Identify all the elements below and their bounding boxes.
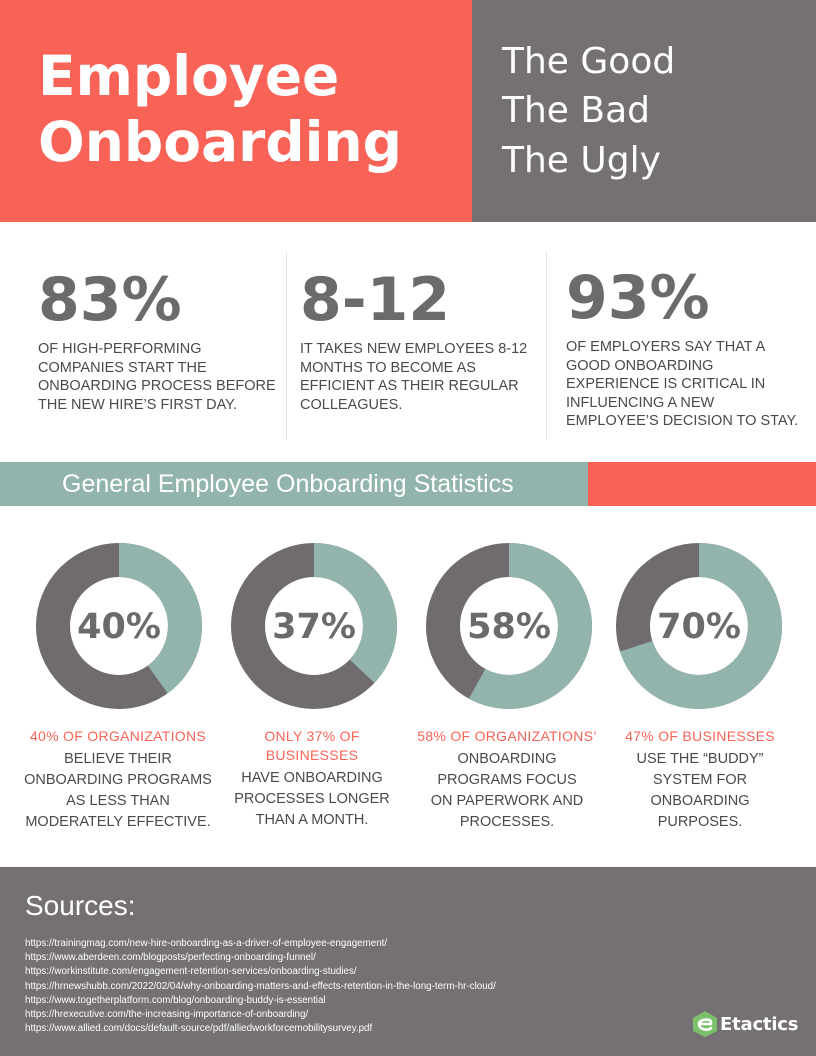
stat-divider [286,252,287,440]
donut-label: 58% [467,607,551,647]
source-link[interactable]: https://www.allied.com/docs/default-sour… [25,1023,373,1035]
page-title-line-1: Employee [38,44,340,108]
donut-svg: 37% [231,543,397,709]
key-stat-1: 83% OF HIGH-PERFORMING COMPANIES START T… [38,264,278,414]
sources-title: Sources: [25,890,136,921]
donut-svg: 40% [36,543,202,709]
source-link[interactable]: https://workinstitute.com/engagement-ret… [25,966,357,978]
source-link[interactable]: https://trainingmag.com/new-hire-onboard… [25,938,388,949]
source-link[interactable]: https://www.togetherplatform.com/blog/on… [25,994,326,1006]
key-stat-value: 8-12 [300,265,451,335]
tagline-bad: The Bad [502,90,651,131]
sources-list: https://trainingmag.com/new-hire-onboard… [25,937,496,1036]
caption-lead: ONLY 37% OF BUSINESSES [264,728,360,763]
key-stat-text: IT TAKES NEW EMPLOYEES 8-12 MONTHS TO BE… [300,341,528,413]
donut-svg: 58% [426,543,592,709]
donut-chart-2: 37% [231,543,397,709]
donut-caption-3: 58% OF ORGANIZATIONS’ ONBOARDING PROGRAM… [407,727,607,833]
header: Employee Onboarding The Good The Bad The… [0,0,816,222]
caption-body: USE THE “BUDDY” SYSTEM FOR ONBOARDING PU… [636,751,764,830]
donut-svg: 70% [616,543,782,709]
donut-caption-2: ONLY 37% OF BUSINESSES HAVE ONBOARDING P… [212,727,412,831]
key-stat-value: 83% [38,265,182,335]
header-tagline-panel: The Good The Bad The Ugly [472,0,816,222]
source-link[interactable]: https://www.aberdeen.com/blogposts/perfe… [25,952,316,964]
key-stat-text: OF EMPLOYERS SAY THAT A GOOD ONBOARDING … [566,339,799,429]
stat-divider [546,252,547,440]
key-stat-2: 8-12 IT TAKES NEW EMPLOYEES 8-12 MONTHS … [300,264,540,414]
caption-lead: 58% OF ORGANIZATIONS’ [417,728,597,744]
page-title-line-2: Onboarding [38,110,403,174]
donut-label: 40% [77,607,161,647]
donut-caption-4: 47% OF BUSINESSES USE THE “BUDDY” SYSTEM… [600,727,800,833]
section-band-teal [0,462,588,506]
caption-lead: 47% OF BUSINESSES [625,728,775,744]
tagline-good: The Good [502,41,676,82]
sources-section: Sources: https://trainingmag.com/new-hir… [0,867,816,1056]
section-band-accent [588,462,816,506]
section-band: General Employee Onboarding Statistics [0,462,816,506]
source-link[interactable]: https://hrnewshubb.com/2022/02/04/why-on… [25,980,496,992]
section-title: General Employee Onboarding Statistics [62,470,514,498]
logo-text: Etactics [720,1013,799,1035]
caption-body: ONBOARDING PROGRAMS FOCUS ON PAPERWORK A… [430,751,584,830]
etactics-hex-icon [693,1011,717,1037]
donut-label: 70% [657,607,741,647]
source-link[interactable]: https://hrexecutive.com/the-increasing-i… [25,1009,309,1021]
donut-ring-value [616,543,782,709]
caption-lead: 40% OF ORGANIZATIONS [29,728,207,744]
donut-ring-value [426,543,592,709]
caption-body: BELIEVE THEIR ONBOARDING PROGRAMS AS LES… [24,751,212,830]
key-stat-text: OF HIGH-PERFORMING COMPANIES START THE O… [38,341,276,413]
caption-body: HAVE ONBOARDING PROCESSES LONGER THAN A … [234,770,390,828]
donut-ring-value [36,543,202,709]
donut-ring-value [231,543,397,709]
donut-chart-4: 70% [616,543,782,709]
tagline-ugly: The Ugly [502,140,661,181]
donut-caption-1: 40% OF ORGANIZATIONS BELIEVE THEIR ONBOA… [18,727,218,833]
donut-label: 37% [272,607,356,647]
key-stat-3: 93% OF EMPLOYERS SAY THAT A GOOD ONBOARD… [566,262,806,431]
header-title-panel: Employee Onboarding [0,0,472,222]
donut-chart-3: 58% [426,543,592,709]
donut-chart-1: 40% [36,543,202,709]
key-stat-value: 93% [566,263,710,333]
etactics-logo: Etactics [692,1009,798,1039]
